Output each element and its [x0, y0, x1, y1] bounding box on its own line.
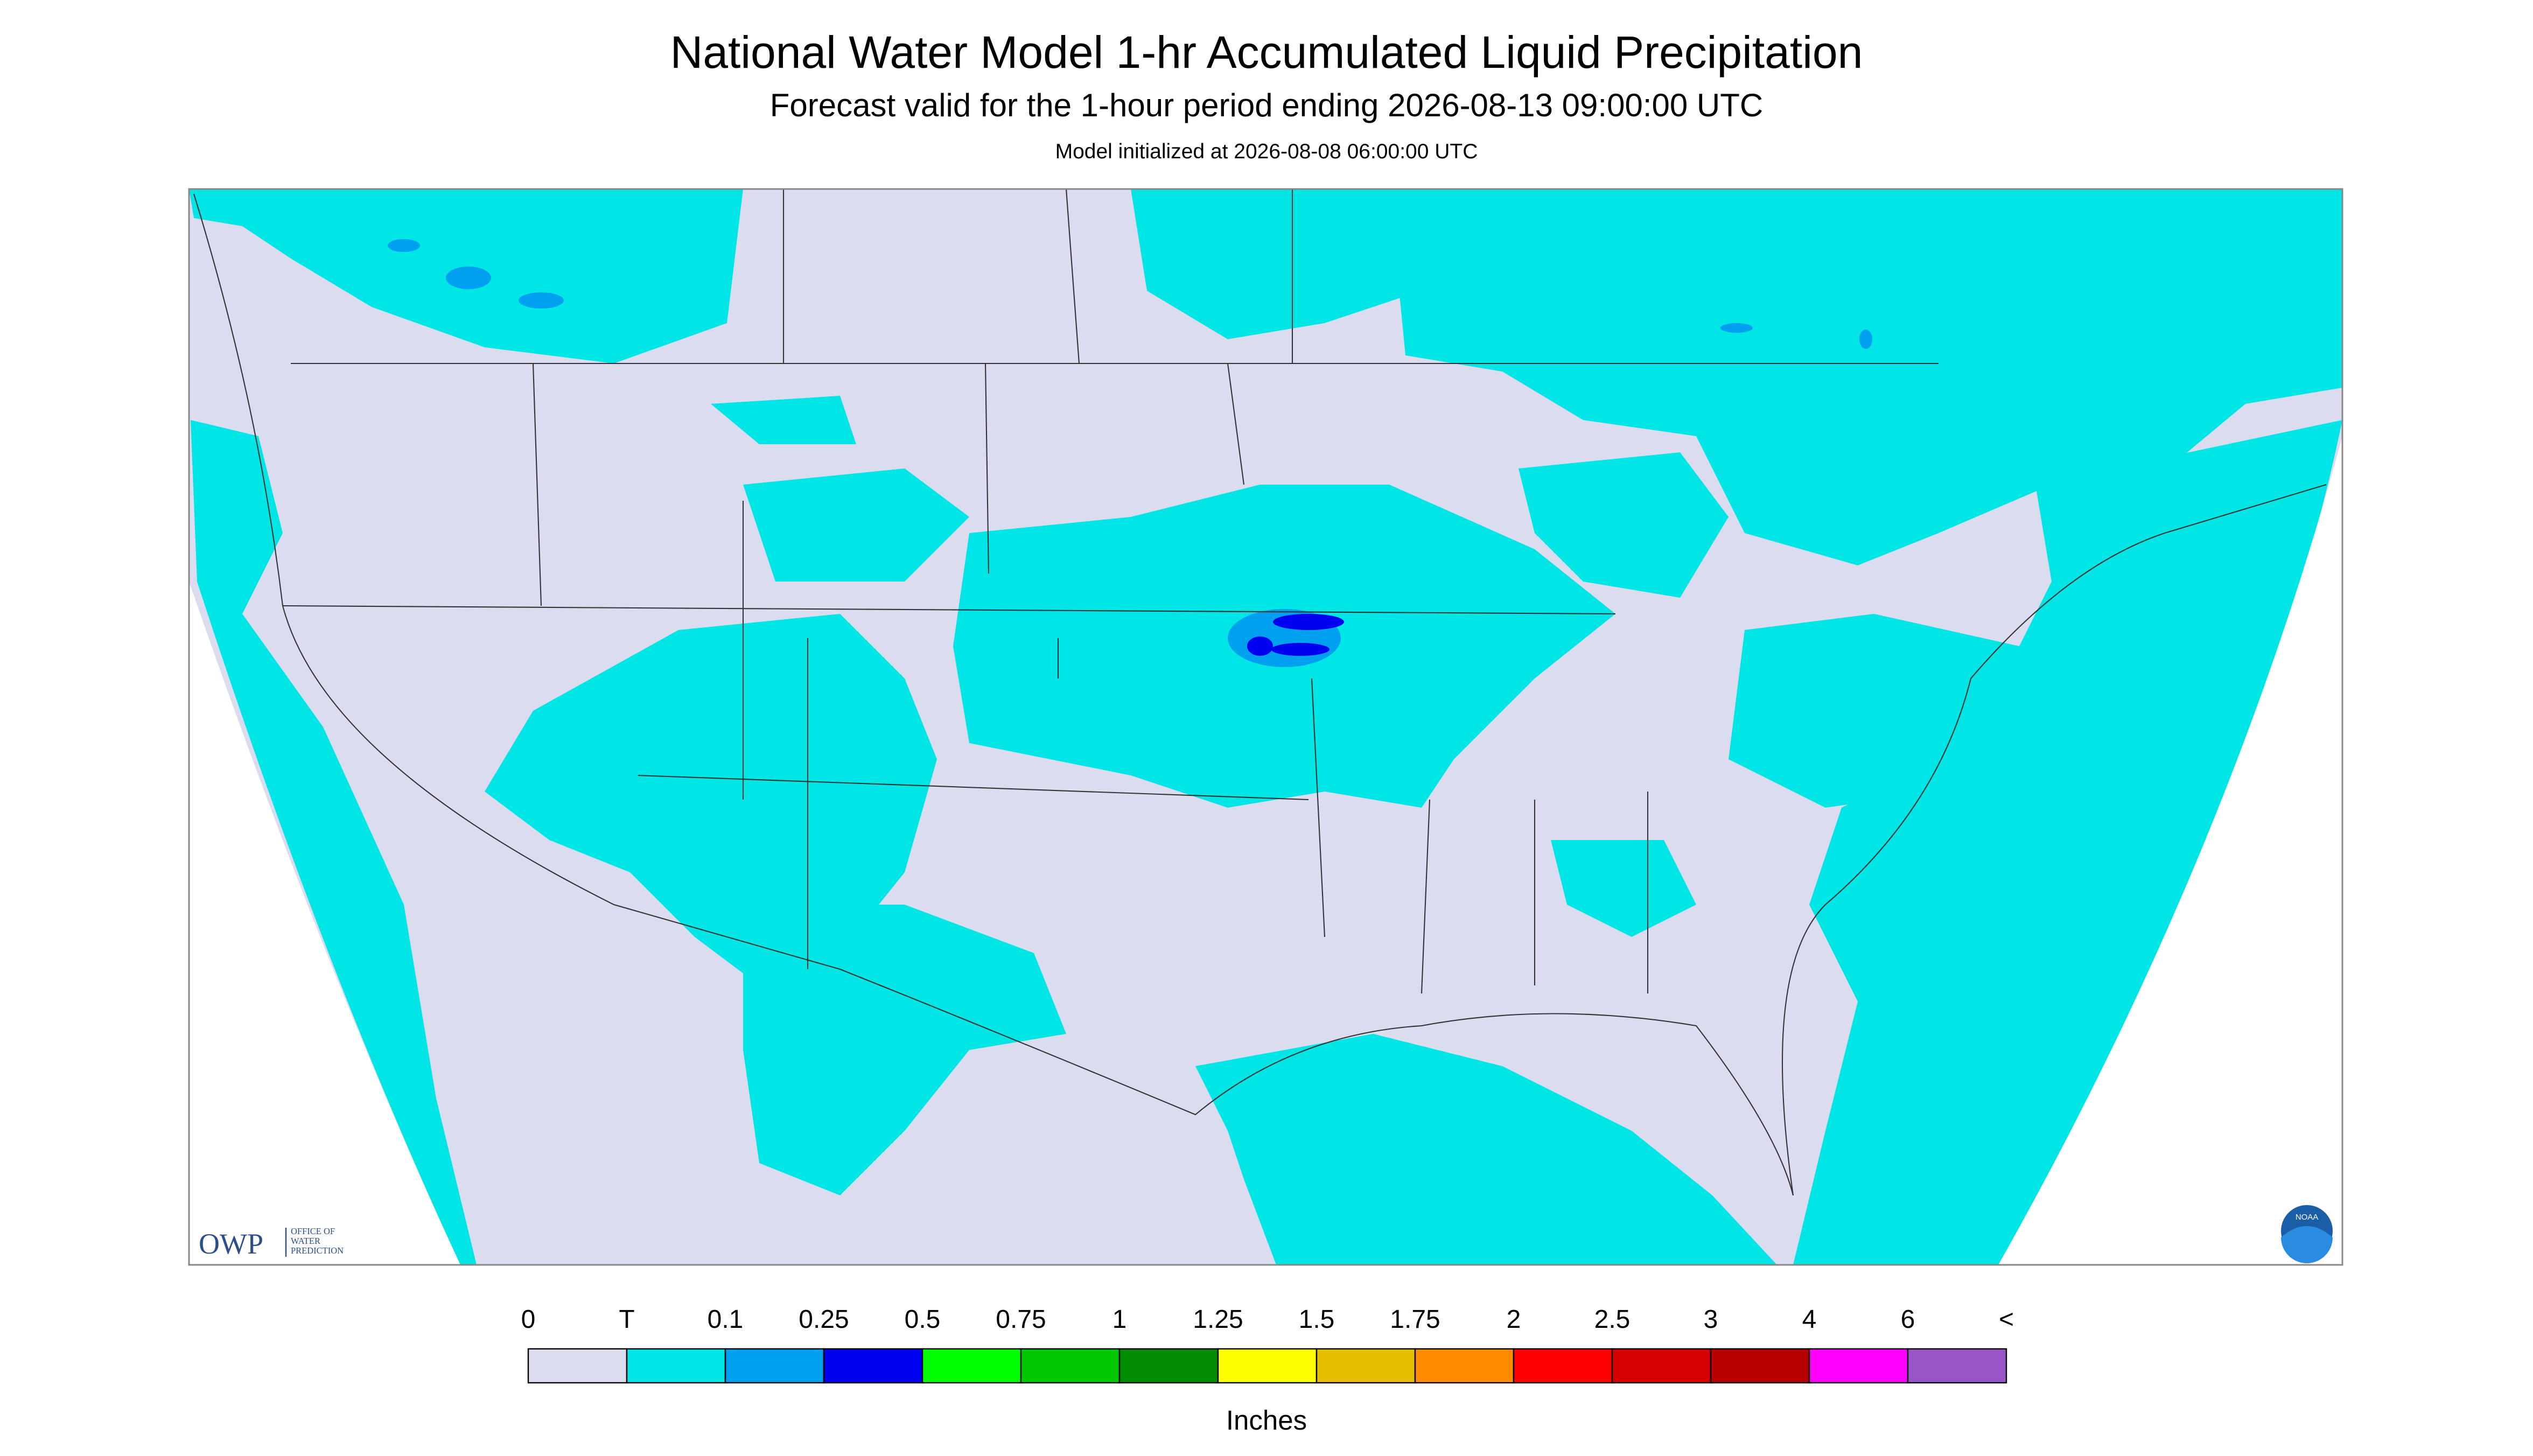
projection-mask-right: [1998, 436, 2342, 1265]
noaa-logo: NOAA: [2281, 1205, 2333, 1264]
legend-swatch: [1414, 1348, 1515, 1384]
title: National Water Model 1-hr Accumulated Li…: [670, 27, 1863, 78]
logo-text: OFFICE OF: [291, 1226, 335, 1236]
legend-label: 0.75: [996, 1305, 1046, 1334]
owp-logo: OWP OFFICE OF WATER PREDICTION: [199, 1226, 344, 1260]
legend-swatch: [1611, 1348, 1712, 1384]
legend-label: 0: [521, 1305, 536, 1334]
legend: 0 T 0.1 0.25 0.5 0.75 1 1.25 1.5 1.75 2 2.5 3 4 6 <: [521, 1305, 2014, 1384]
legend-label: 1.75: [1390, 1305, 1440, 1334]
map-area: [188, 188, 2343, 1266]
subtitle: Forecast valid for the 1-hour period end…: [770, 87, 1763, 123]
projection-mask-left: [189, 582, 460, 1265]
legend-label: 1.25: [1193, 1305, 1243, 1334]
legend-swatch: [1118, 1348, 1219, 1384]
legend-label: 1: [1112, 1305, 1127, 1334]
legend-label: 4: [1802, 1305, 1817, 1334]
legend-label: T: [619, 1305, 634, 1334]
legend-label: <: [1999, 1305, 2014, 1334]
legend-swatch: [527, 1348, 628, 1384]
legend-swatch: [1907, 1348, 2007, 1384]
legend-swatch: [1710, 1348, 1810, 1384]
legend-label: 0.5: [905, 1305, 941, 1334]
legend-swatch: [1020, 1348, 1121, 1384]
legend-swatch: [1808, 1348, 1909, 1384]
legend-label: 0.1: [708, 1305, 744, 1334]
logo-text: PREDICTION: [291, 1245, 344, 1256]
legend-label: 1.5: [1299, 1305, 1335, 1334]
legend-swatch: [1513, 1348, 1613, 1384]
logo-text: WATER: [291, 1236, 320, 1246]
legend-swatch: [921, 1348, 1022, 1384]
legend-swatch: [823, 1348, 923, 1384]
legend-label: 6: [1901, 1305, 1915, 1334]
precip-areas: [189, 189, 2342, 1265]
legend-label: 0.25: [799, 1305, 849, 1334]
legend-label: 2: [1507, 1305, 1521, 1334]
legend-units: Inches: [1226, 1405, 1307, 1436]
map-frame: [188, 188, 2343, 1266]
init-note: Model initialized at 2026-08-08 06:00:00…: [1055, 140, 1478, 163]
logo-name: OWP: [199, 1228, 263, 1260]
legend-swatch: [626, 1348, 726, 1384]
precip-moderate: [1247, 614, 1344, 656]
legend-label: 2.5: [1594, 1305, 1631, 1334]
legend-label: 3: [1704, 1305, 1718, 1334]
legend-swatch: [1217, 1348, 1318, 1384]
legend-swatch: [1316, 1348, 1416, 1384]
logo-badge: NOAA: [2296, 1213, 2319, 1222]
boundaries: [193, 188, 2327, 1196]
legend-swatch: [724, 1348, 825, 1384]
